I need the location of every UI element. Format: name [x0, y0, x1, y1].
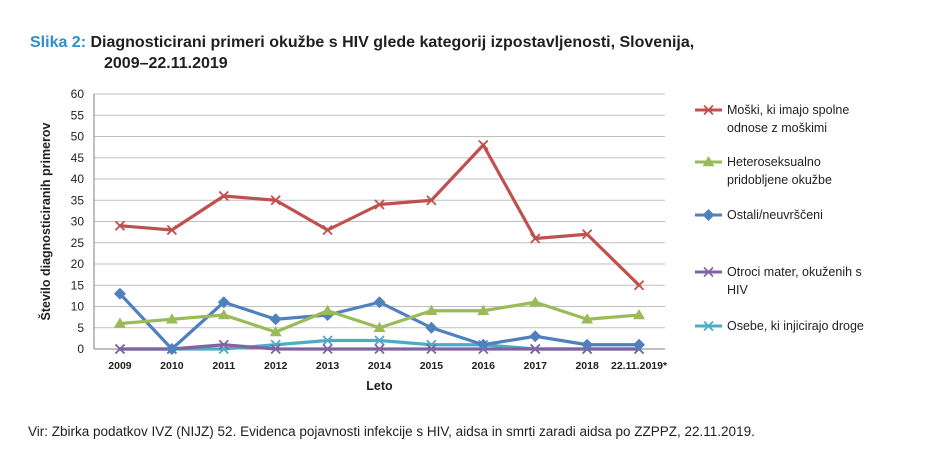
data-point — [166, 224, 178, 236]
x-tick-label: 2015 — [420, 360, 444, 372]
data-point — [530, 343, 541, 355]
title-line-2: 2009–22.11.2019 — [104, 55, 228, 72]
data-point — [374, 343, 385, 355]
legend-label: Ostali/neuvrščeni — [727, 208, 823, 222]
y-tick-label: 60 — [71, 87, 85, 101]
y-axis-label: Število diagnosticiranih primerov — [38, 122, 53, 320]
data-point — [322, 343, 333, 355]
data-point — [218, 190, 229, 202]
data-point — [478, 139, 489, 151]
data-point — [165, 343, 178, 355]
y-tick-label: 55 — [71, 108, 85, 122]
figure-label: Slika 2: — [30, 34, 87, 51]
x-tick-label: 2017 — [524, 360, 548, 372]
x-tick-label: 2011 — [212, 360, 235, 372]
data-point — [374, 335, 385, 346]
data-point — [633, 338, 646, 351]
legend-marker — [702, 209, 715, 221]
legend-label: HIV — [727, 283, 749, 297]
x-tick-label: 2016 — [472, 360, 496, 372]
data-point — [218, 339, 229, 350]
x-tick-label: 2012 — [264, 360, 288, 372]
data-point — [530, 233, 541, 244]
data-point — [217, 296, 230, 309]
data-point — [113, 287, 126, 300]
source-note: Vir: Zbirka podatkov IVZ (NIJZ) 52. Evid… — [28, 424, 755, 439]
y-tick-label: 35 — [71, 193, 85, 207]
data-point — [322, 224, 333, 236]
legend-marker — [703, 266, 714, 278]
data-point — [477, 338, 490, 351]
data-point — [114, 343, 126, 355]
chart-title: Slika 2: Diagnosticirani primeri okužbe … — [30, 32, 694, 74]
legend-marker — [703, 104, 714, 116]
data-point — [270, 343, 281, 355]
data-point — [581, 313, 594, 324]
data-point — [269, 326, 282, 337]
data-point — [269, 313, 282, 326]
y-tick-label: 45 — [71, 151, 85, 165]
x-tick-label: 2013 — [316, 360, 340, 372]
x-tick-label: 2014 — [368, 360, 392, 372]
data-point — [529, 330, 542, 343]
line-chart: 0 5 10 15 20 25 30 35 40 45 50 55 60 2009 2010 2011 2012… — [38, 87, 864, 393]
legend-label: odnose z moškimi — [727, 121, 827, 135]
legend-label: pridobljene okužbe — [727, 173, 832, 187]
y-tick-label: 10 — [71, 300, 85, 314]
data-point — [321, 304, 334, 315]
x-tick-label: 2009 — [108, 360, 132, 372]
data-point — [477, 304, 490, 315]
y-tick-label: 15 — [71, 278, 85, 292]
data-point — [581, 338, 594, 351]
data-point — [165, 313, 178, 324]
data-point — [373, 296, 386, 309]
y-tick-label: 50 — [71, 130, 85, 144]
data-point — [426, 195, 437, 206]
y-tick-label: 25 — [71, 236, 85, 250]
y-tick-label: 30 — [71, 215, 85, 229]
data-point — [581, 229, 593, 240]
data-point — [114, 220, 126, 231]
legend-label: Moški, ki imajo spolne — [727, 103, 849, 117]
legend-marker — [702, 156, 715, 167]
data-point — [373, 321, 386, 332]
data-point — [217, 309, 230, 320]
data-point — [113, 317, 126, 328]
title-line-1: Diagnosticirani primeri okužbe s HIV gle… — [90, 34, 695, 51]
y-tick-label: 0 — [77, 342, 84, 356]
legend-marker — [703, 320, 714, 332]
data-point — [425, 304, 438, 315]
data-point — [270, 195, 281, 206]
y-tick-label: 40 — [71, 172, 85, 186]
x-tick-label: 2010 — [160, 360, 184, 372]
data-point — [374, 199, 385, 210]
x-axis-label: Leto — [366, 379, 393, 393]
data-point — [633, 309, 646, 320]
data-point — [425, 321, 438, 334]
x-tick-label: 2018 — [575, 360, 599, 372]
data-point — [322, 335, 333, 346]
data-point — [529, 296, 542, 307]
data-point — [633, 280, 645, 291]
y-tick-label: 5 — [77, 321, 84, 335]
data-point — [426, 343, 437, 355]
x-tick-label: 22.11.2019* — [611, 360, 668, 372]
legend-label: Otroci mater, okuženih s — [727, 265, 862, 279]
legend-label: Heteroseksualno — [727, 155, 821, 169]
legend-label: Osebe, ki injicirajo droge — [727, 319, 864, 333]
y-tick-label: 20 — [71, 257, 85, 271]
